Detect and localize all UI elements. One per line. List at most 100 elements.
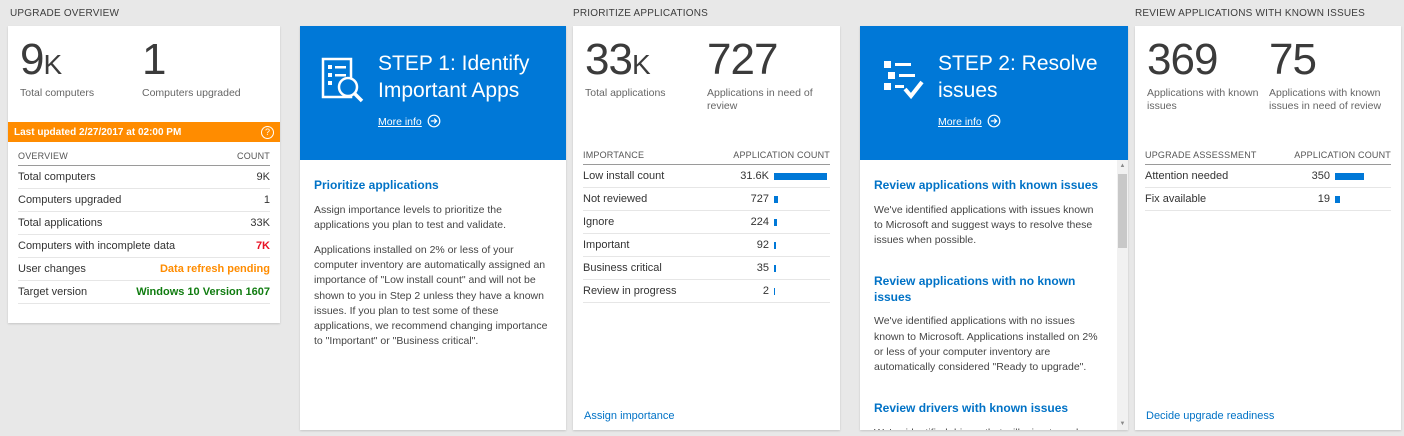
review-section-heading[interactable]: Review applications with no known issues: [874, 274, 1076, 304]
more-info-label: More info: [378, 116, 422, 129]
table-row[interactable]: Not reviewed 727: [583, 188, 830, 212]
table-row[interactable]: Target version Windows 10 Version 1607: [18, 281, 270, 304]
stat-suffix: K: [631, 49, 651, 80]
count-bar: [774, 287, 775, 295]
column-header-count: COUNT: [237, 151, 270, 161]
decide-upgrade-readiness-link[interactable]: Decide upgrade readiness: [1146, 410, 1275, 422]
arrow-circle-icon: [427, 114, 441, 131]
row-label: Important: [583, 239, 630, 252]
table-row[interactable]: Fix available 19: [1145, 188, 1391, 212]
count-bar-slot: [774, 172, 830, 180]
table-row[interactable]: Low install count 31.6K: [583, 165, 830, 189]
review-section-body: We've identified applications with no is…: [874, 315, 1098, 374]
help-icon[interactable]: ?: [261, 125, 274, 139]
row-label: User changes: [18, 263, 86, 275]
row-value: 9K: [256, 171, 270, 183]
row-label: Not reviewed: [583, 193, 648, 206]
table-row[interactable]: User changes Data refresh pending: [18, 258, 270, 281]
last-updated-banner: Last updated 2/27/2017 at 02:00 PM ?: [8, 122, 280, 142]
row-value-group: 92: [733, 239, 830, 251]
row-value-group: 35: [733, 262, 830, 274]
step2-review-list: Review applications with known issues We…: [860, 160, 1128, 430]
count-bar-slot: [1335, 172, 1391, 180]
column-header-application-count: APPLICATION COUNT: [733, 150, 830, 161]
resolve-issues-icon: [878, 56, 926, 160]
table-row[interactable]: Computers with incomplete data 7K: [18, 235, 270, 258]
table-row[interactable]: Attention needed 350: [1145, 165, 1391, 189]
step2-title: STEP 2: Resolve issues: [938, 52, 1098, 103]
count-bar: [774, 195, 778, 203]
count-bar-slot: [1335, 195, 1391, 203]
step1-more-info-link[interactable]: More info: [378, 114, 441, 131]
column-header-overview: OVERVIEW: [18, 151, 68, 161]
stat-value: 9K: [20, 37, 136, 83]
row-value-group: 19: [1294, 193, 1391, 205]
last-updated-text: Last updated 2/27/2017 at 02:00 PM: [14, 126, 182, 138]
review-section-heading[interactable]: Review applications with known issues: [874, 178, 1099, 192]
prioritize-applications-heading[interactable]: Prioritize applications: [314, 178, 439, 192]
section-label-upgrade-overview: UPGRADE OVERVIEW: [10, 8, 120, 19]
row-value: 31.6K: [740, 170, 769, 183]
stat-label: Applications with known issues: [1147, 86, 1259, 112]
table-header: OVERVIEW COUNT: [18, 146, 270, 166]
review-section-heading[interactable]: Review drivers with known issues: [874, 401, 1069, 416]
scrollbar-track[interactable]: ▲ ▼: [1117, 160, 1128, 430]
scrollbar-thumb[interactable]: [1118, 174, 1127, 248]
overview-table: OVERVIEW COUNT Total computers 9K Comput…: [18, 146, 270, 304]
count-bar: [774, 241, 776, 249]
assessment-table-body: Attention needed 350 Fix available 19: [1145, 165, 1391, 212]
stat-label: Applications with known issues in need o…: [1269, 86, 1382, 112]
row-label: Review in progress: [583, 285, 677, 298]
stat-number: 727: [707, 35, 778, 84]
row-value: 35: [756, 262, 769, 275]
stat-number: 1: [142, 35, 167, 84]
row-label: Attention needed: [1145, 170, 1229, 183]
step2-more-info-link[interactable]: More info: [938, 114, 1001, 131]
column-header-upgrade-assessment: UPGRADE ASSESSMENT: [1145, 150, 1257, 161]
assign-importance-link[interactable]: Assign importance: [584, 410, 675, 422]
known-issues-stats: 369 Applications with known issues 75 Ap…: [1135, 26, 1401, 113]
upgrade-assessment-table: UPGRADE ASSESSMENT APPLICATION COUNT Att…: [1145, 145, 1391, 212]
upgrade-overview-card: 9K Total computers 1 Computers upgraded …: [8, 26, 280, 323]
row-label: Low install count: [583, 170, 665, 183]
table-row[interactable]: Review in progress 2: [583, 280, 830, 304]
row-label: Computers upgraded: [18, 194, 122, 206]
row-label: Total applications: [18, 217, 103, 229]
row-value: 350: [1311, 170, 1330, 183]
stat-value: 727: [707, 35, 823, 84]
table-row[interactable]: Important 92: [583, 234, 830, 258]
stat-number: 75: [1269, 35, 1317, 84]
count-bar-slot: [774, 264, 830, 272]
review-section: Review applications with known issues We…: [874, 178, 1102, 248]
scroll-up-arrow[interactable]: ▲: [1119, 163, 1126, 169]
stat-number: 33: [585, 35, 633, 84]
table-row[interactable]: Total applications 33K: [18, 212, 270, 235]
column-header-application-count: APPLICATION COUNT: [1294, 150, 1391, 161]
review-section: Review drivers with known issues We've i…: [874, 401, 1102, 430]
stat-apps-known-issues: 369 Applications with known issues: [1147, 37, 1269, 113]
table-row[interactable]: Total computers 9K: [18, 166, 270, 189]
step1-text: STEP 1: Identify Important Apps More inf…: [378, 50, 556, 160]
step1-tile[interactable]: STEP 1: Identify Important Apps More inf…: [300, 26, 566, 160]
count-bar-slot: [774, 287, 830, 295]
count-bar: [774, 218, 777, 226]
applications-stats: 33K Total applications 727 Applications …: [573, 26, 840, 113]
scroll-down-arrow[interactable]: ▼: [1119, 421, 1126, 427]
stat-total-computers: 9K Total computers: [20, 37, 142, 100]
step2-tile[interactable]: STEP 2: Resolve issues More info: [860, 26, 1128, 160]
table-row[interactable]: Business critical 35: [583, 257, 830, 281]
row-value: 2: [762, 285, 769, 298]
identify-apps-icon: [318, 56, 366, 160]
step1-title: STEP 1: Identify Important Apps: [378, 52, 530, 103]
table-row[interactable]: Computers upgraded 1: [18, 189, 270, 212]
row-label: Computers with incomplete data: [18, 240, 176, 252]
row-value: Data refresh pending: [159, 263, 270, 275]
row-value-group: 224: [733, 216, 830, 228]
row-value-group: 350: [1294, 170, 1391, 182]
table-row[interactable]: Ignore 224: [583, 211, 830, 235]
row-value: Windows 10 Version 1607: [136, 286, 270, 298]
row-label: Total computers: [18, 171, 96, 183]
stat-value: 75: [1269, 35, 1385, 84]
step1-description: Prioritize applications Assign importanc…: [300, 160, 566, 350]
count-bar: [1335, 195, 1340, 203]
